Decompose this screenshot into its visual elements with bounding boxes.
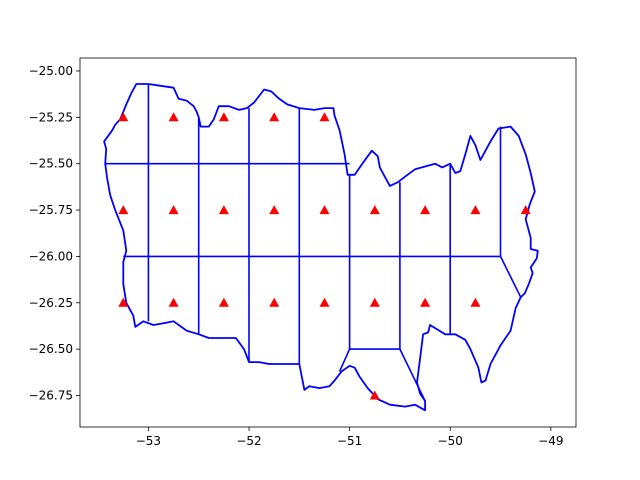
data-point-5	[118, 205, 129, 215]
data-point-10	[369, 205, 380, 215]
data-point-12	[470, 205, 481, 215]
data-point-17	[269, 297, 280, 307]
data-point-1	[168, 112, 179, 122]
points-layer	[118, 112, 531, 400]
data-point-7	[218, 205, 229, 215]
data-point-14	[118, 297, 129, 307]
y-tick-label-7: −26.75	[29, 388, 73, 402]
data-point-13	[520, 205, 531, 215]
data-point-9	[319, 205, 330, 215]
x-axis-ticks: −53 −52 −51 −50 −49	[136, 427, 564, 448]
boundary-segment-12	[338, 348, 351, 372]
axes-frame	[79, 57, 577, 428]
data-point-4	[319, 112, 330, 122]
data-point-8	[269, 205, 280, 215]
boundary-outline-layer	[103, 83, 539, 412]
data-point-19	[369, 297, 380, 307]
region-outline	[103, 83, 539, 412]
data-point-2	[218, 112, 229, 122]
data-point-22	[369, 390, 380, 400]
data-point-15	[168, 297, 179, 307]
x-tick-label-2: −51	[337, 434, 362, 448]
boundary-segment-10	[499, 256, 522, 298]
data-point-11	[420, 205, 431, 215]
x-tick-label-3: −50	[438, 434, 463, 448]
boundary-segment-13	[399, 348, 426, 402]
y-tick-label-4: −26.00	[29, 249, 73, 263]
data-point-18	[319, 297, 330, 307]
y-tick-label-3: −25.75	[29, 203, 73, 217]
y-axis-ticks: −25.00 −25.25 −25.50 −25.75 −26.00 −26.25 −26.…	[29, 64, 80, 402]
data-point-20	[420, 297, 431, 307]
grid-lines-layer	[105, 84, 522, 402]
data-point-0	[118, 112, 129, 122]
data-point-16	[218, 297, 229, 307]
plot-area	[80, 58, 576, 427]
x-tick-label-0: −53	[136, 434, 161, 448]
y-tick-label-1: −25.25	[29, 110, 73, 124]
data-point-21	[470, 297, 481, 307]
data-point-6	[168, 205, 179, 215]
y-tick-label-0: −25.00	[29, 64, 73, 78]
x-tick-label-1: −52	[236, 434, 261, 448]
y-tick-label-5: −26.25	[29, 296, 73, 310]
y-tick-label-6: −26.50	[29, 342, 73, 356]
x-tick-label-4: −49	[538, 434, 563, 448]
y-tick-label-2: −25.50	[29, 157, 73, 171]
data-point-3	[269, 112, 280, 122]
